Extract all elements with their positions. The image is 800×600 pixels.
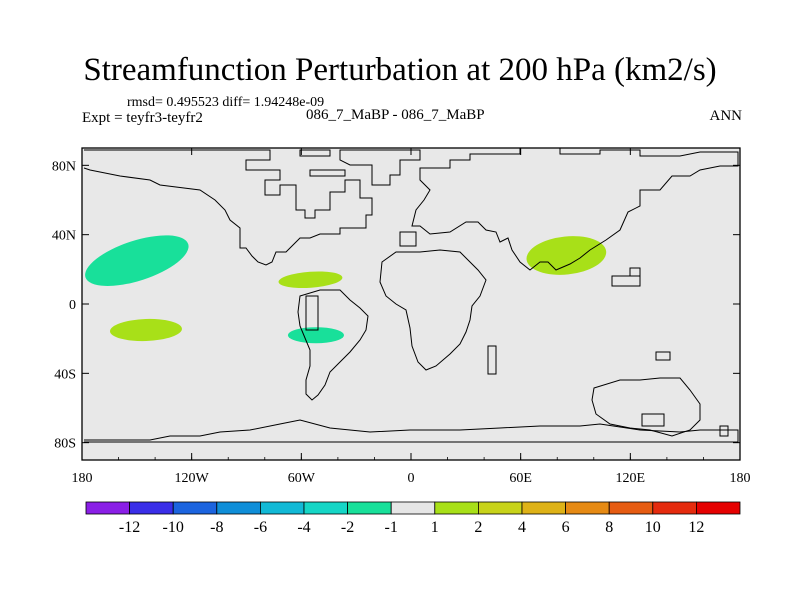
x-tick-label: 0: [408, 471, 415, 486]
y-tick-label: 40N: [52, 229, 76, 244]
season-label: ANN: [709, 108, 743, 124]
colorbar-swatch: [303, 501, 348, 515]
colorbar-swatch: [390, 501, 436, 515]
y-tick-label: 80N: [52, 159, 76, 174]
colorbar-swatch: [565, 501, 610, 515]
colorbar-label: -10: [163, 519, 184, 536]
colorbar-label: 12: [688, 519, 704, 536]
anomaly-blob: [85, 235, 189, 286]
colorbar-swatch: [85, 501, 130, 515]
colorbar-swatch: [652, 501, 697, 515]
colorbar-swatch: [259, 501, 305, 515]
anomaly-blob: [526, 236, 607, 275]
colorbar-swatch: [129, 501, 174, 515]
y-tick-label: 0: [69, 298, 76, 313]
y-tick-label: 80S: [54, 437, 76, 452]
colorbar-label: 6: [562, 519, 570, 536]
colorbar-label: 10: [645, 519, 661, 536]
x-tick-label: 180: [72, 471, 93, 486]
colorbar-swatch: [477, 501, 523, 515]
colorbar-swatch: [696, 501, 741, 515]
experiment-label: Expt = teyfr3-teyfr2: [82, 110, 203, 126]
colorbar-swatch: [172, 501, 218, 515]
chart-title: Streamfunction Perturbation at 200 hPa (…: [83, 52, 717, 88]
colorbar-label: -8: [210, 519, 223, 536]
stats-label: rmsd= 0.495523 diff= 1.94248e-09: [127, 95, 325, 110]
anomaly-layer: [85, 235, 607, 344]
x-tick-label: 180: [730, 471, 751, 486]
colorbar-label: -12: [119, 519, 140, 536]
colorbar: -12 -10 -8 -6 -4 -2 -1 1 2 4 6 8 10 12: [85, 501, 741, 536]
case-label: 086_7_MaBP - 086_7_MaBP: [306, 107, 485, 123]
y-axis: 80N 40N 0 40S 80S: [52, 159, 740, 452]
coastlines: [83, 147, 739, 443]
colorbar-label: 2: [474, 519, 482, 536]
x-axis: 180 120W 60W 0 60E 120E 180: [72, 148, 751, 486]
colorbar-swatch: [608, 501, 654, 515]
x-tick-label: 60W: [288, 471, 316, 486]
colorbar-label: -2: [341, 519, 354, 536]
y-tick-label: 40S: [54, 367, 76, 382]
anomaly-blob: [278, 271, 343, 289]
x-tick-label: 120E: [616, 471, 646, 486]
colorbar-label: 1: [431, 519, 439, 536]
colorbar-label: -1: [385, 519, 398, 536]
colorbar-swatch: [216, 501, 261, 515]
colorbar-label: -4: [297, 519, 310, 536]
map-background: [82, 148, 740, 460]
colorbar-label: -6: [254, 519, 267, 536]
colorbar-label: 4: [518, 519, 526, 536]
colorbar-swatch: [434, 501, 479, 515]
colorbar-label: 8: [605, 519, 613, 536]
colorbar-swatch: [521, 501, 566, 515]
anomaly-blob: [109, 318, 182, 342]
x-tick-label: 60E: [509, 471, 532, 486]
colorbar-swatch: [347, 501, 392, 515]
x-tick-label: 120W: [175, 471, 210, 486]
